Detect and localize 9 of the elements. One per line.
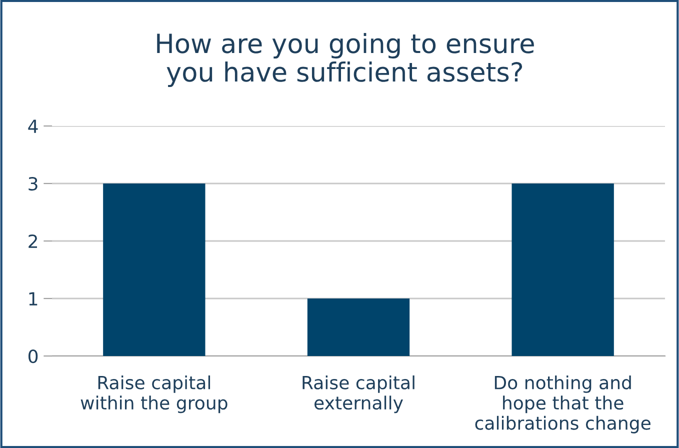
y-tick-label: 4 (28, 120, 38, 133)
y-tick-label: 3 (28, 176, 38, 191)
chart-title: How are you going to ensure you have sufficient assets? (157, 32, 534, 88)
x-tick-label: Raise capital externally (302, 375, 414, 414)
x-tick-label: Do nothing and hope that the calibrations change (475, 375, 650, 434)
y-tick-label: 0 (28, 349, 38, 364)
y-tick-label: 1 (29, 292, 38, 306)
y-tick-label: 2 (28, 234, 37, 248)
x-tick-label: Raise capital within the group (80, 375, 228, 414)
